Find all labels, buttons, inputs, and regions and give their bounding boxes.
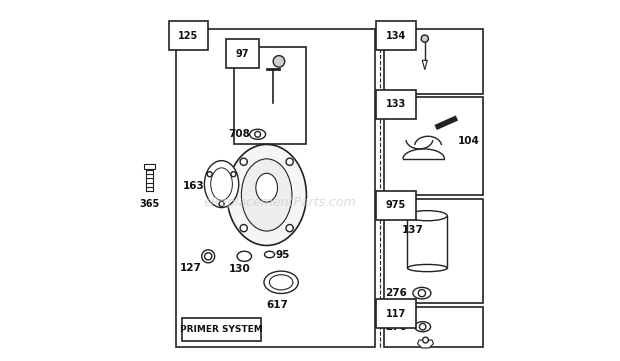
Polygon shape <box>422 60 427 70</box>
Circle shape <box>286 158 293 165</box>
Ellipse shape <box>227 144 306 245</box>
FancyBboxPatch shape <box>182 318 261 341</box>
FancyBboxPatch shape <box>384 199 483 303</box>
Text: 97: 97 <box>236 49 249 59</box>
Text: 975: 975 <box>386 200 406 210</box>
Ellipse shape <box>269 275 293 290</box>
FancyBboxPatch shape <box>234 47 306 144</box>
Circle shape <box>423 337 428 343</box>
Polygon shape <box>144 164 155 169</box>
Ellipse shape <box>237 251 252 261</box>
Text: 365: 365 <box>140 199 159 209</box>
Circle shape <box>205 253 212 260</box>
FancyBboxPatch shape <box>384 307 483 347</box>
Ellipse shape <box>415 322 430 332</box>
Text: 163: 163 <box>183 181 205 191</box>
Text: 276: 276 <box>385 288 407 298</box>
Ellipse shape <box>256 173 278 202</box>
Text: 130: 130 <box>229 264 250 274</box>
Text: eReplacementParts.com: eReplacementParts.com <box>203 196 356 209</box>
Ellipse shape <box>264 271 298 293</box>
Circle shape <box>240 225 247 232</box>
Text: 104: 104 <box>458 136 480 146</box>
Ellipse shape <box>211 168 232 200</box>
FancyBboxPatch shape <box>177 29 375 347</box>
Circle shape <box>419 323 426 330</box>
Text: 276: 276 <box>386 322 407 332</box>
Text: 127: 127 <box>180 263 202 273</box>
Circle shape <box>231 172 236 177</box>
Text: 117: 117 <box>386 309 406 319</box>
FancyBboxPatch shape <box>384 29 483 94</box>
Circle shape <box>273 56 285 67</box>
Text: 617: 617 <box>267 300 288 310</box>
FancyBboxPatch shape <box>384 97 483 195</box>
Text: 133: 133 <box>386 99 406 109</box>
Circle shape <box>286 225 293 232</box>
Text: 137: 137 <box>402 225 424 235</box>
Ellipse shape <box>205 161 239 208</box>
Ellipse shape <box>241 159 292 231</box>
Text: 134: 134 <box>386 31 406 41</box>
Circle shape <box>255 131 260 137</box>
Ellipse shape <box>413 287 431 299</box>
Ellipse shape <box>407 264 447 271</box>
Text: 125: 125 <box>178 31 198 41</box>
Ellipse shape <box>265 251 275 258</box>
Circle shape <box>219 201 224 206</box>
Circle shape <box>207 172 212 177</box>
Text: 708: 708 <box>228 129 250 139</box>
Ellipse shape <box>250 129 265 139</box>
FancyBboxPatch shape <box>407 216 447 268</box>
Circle shape <box>240 158 247 165</box>
Text: 95: 95 <box>275 249 290 260</box>
Circle shape <box>418 290 425 297</box>
Text: PRIMER SYSTEM: PRIMER SYSTEM <box>180 325 263 334</box>
Circle shape <box>202 250 215 263</box>
Circle shape <box>421 35 428 42</box>
Ellipse shape <box>407 210 447 221</box>
Polygon shape <box>418 340 433 348</box>
